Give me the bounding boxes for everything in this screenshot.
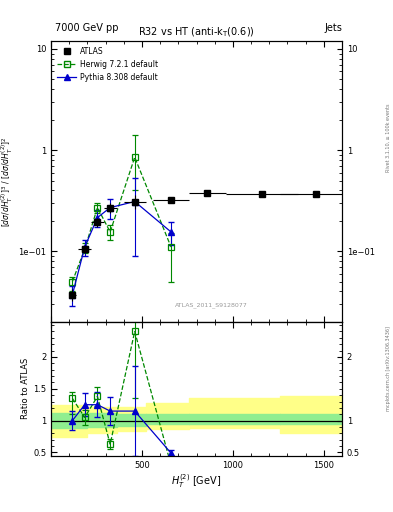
Y-axis label: Ratio to ATLAS: Ratio to ATLAS <box>21 358 30 419</box>
Legend: ATLAS, Herwig 7.2.1 default, Pythia 8.308 default: ATLAS, Herwig 7.2.1 default, Pythia 8.30… <box>55 45 160 84</box>
Text: mcplots.cern.ch [arXiv:1306.3436]: mcplots.cern.ch [arXiv:1306.3436] <box>386 326 391 411</box>
Text: Jets: Jets <box>324 23 342 33</box>
Text: Rivet 3.1.10, ≥ 100k events: Rivet 3.1.10, ≥ 100k events <box>386 104 391 173</box>
Text: ATLAS_2011_S9128077: ATLAS_2011_S9128077 <box>174 302 248 308</box>
Text: 7000 GeV pp: 7000 GeV pp <box>55 23 119 33</box>
Y-axis label: $[d\sigma/dH_T^{(2)}]^3\ /\ [d\sigma/dH_T^{(2)}]^2$: $[d\sigma/dH_T^{(2)}]^3\ /\ [d\sigma/dH_… <box>0 136 15 227</box>
X-axis label: $H_T^{(2)}$ [GeV]: $H_T^{(2)}$ [GeV] <box>171 472 222 490</box>
Title: R32 vs HT (anti-k$_\mathrm{T}$(0.6)): R32 vs HT (anti-k$_\mathrm{T}$(0.6)) <box>138 26 255 39</box>
